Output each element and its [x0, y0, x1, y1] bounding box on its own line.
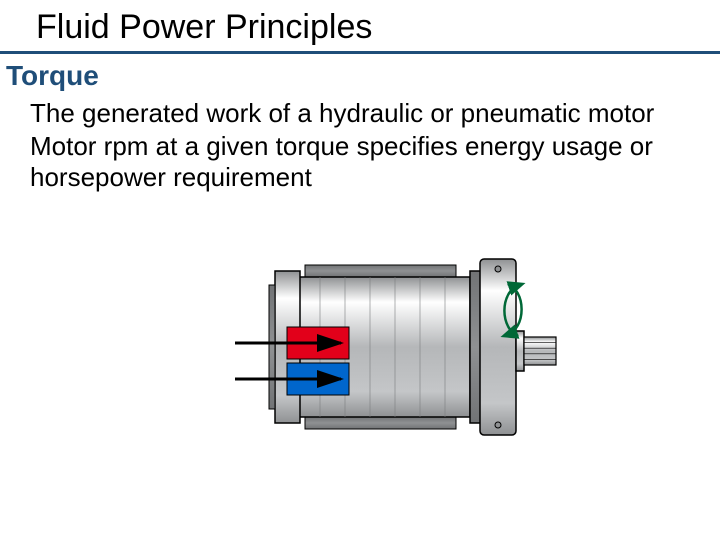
motor-top-ridge	[305, 265, 456, 277]
motor-front-flange-inner	[269, 285, 275, 409]
motor-diagram	[235, 255, 575, 450]
motor-shaft-hub	[516, 331, 524, 371]
bracket-bolt-top	[495, 266, 501, 272]
motor-bottom-ridge	[305, 417, 456, 429]
body-line-2: Motor rpm at a given torque specifies en…	[0, 129, 720, 193]
motor-svg	[235, 255, 575, 450]
body-line-1: The generated work of a hydraulic or pne…	[0, 96, 720, 129]
section-title: Torque	[0, 54, 720, 96]
page-title: Fluid Power Principles	[0, 0, 720, 54]
bracket-bolt-bottom	[495, 422, 501, 428]
motor-shaft	[524, 337, 556, 365]
